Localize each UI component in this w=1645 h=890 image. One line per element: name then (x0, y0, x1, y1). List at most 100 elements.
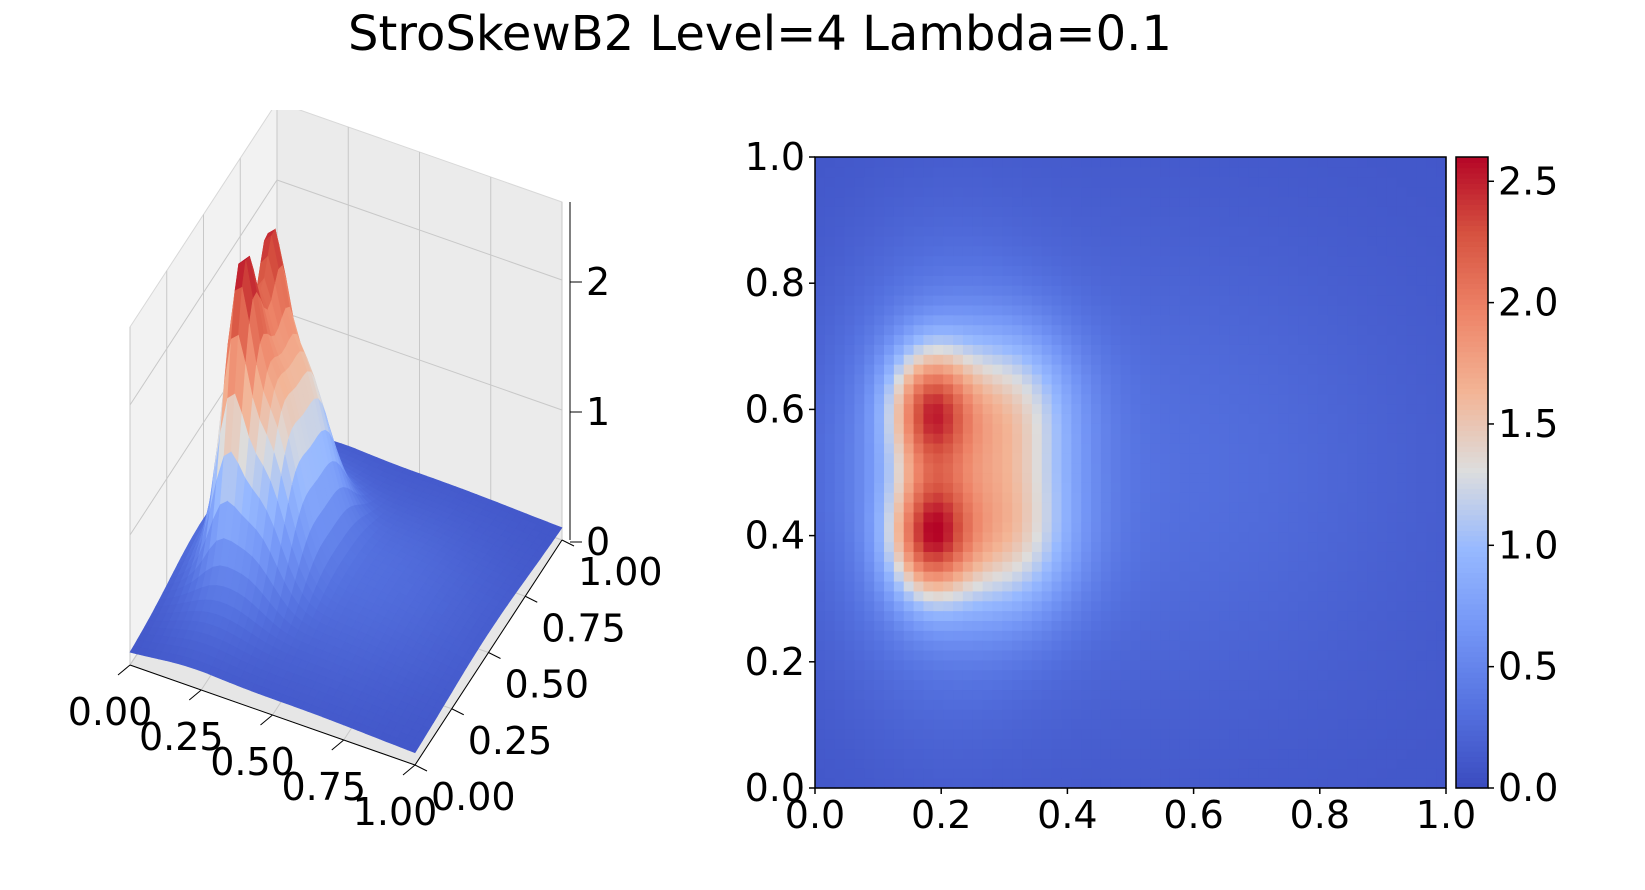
heatmap-cell (953, 176, 964, 188)
heatmap-cell (1317, 442, 1329, 454)
heatmap-cell (1199, 344, 1210, 355)
heatmap-cell (1071, 709, 1082, 720)
heatmap-cell (1288, 295, 1299, 306)
heatmap-cell (913, 640, 925, 651)
heatmap-cell (903, 255, 915, 267)
heatmap-cell (1248, 403, 1260, 414)
heatmap-cell (982, 669, 994, 681)
heatmap-cell (913, 541, 925, 552)
heatmap-cell (953, 324, 964, 336)
heatmap-cell (953, 600, 964, 612)
heatmap-cell (1022, 580, 1033, 592)
heatmap-cell (1199, 492, 1210, 503)
heatmap-cell (1051, 462, 1063, 474)
heatmap-cell (1100, 738, 1112, 750)
heatmap-cell (982, 166, 994, 178)
heatmap-cell (953, 285, 964, 296)
heatmap-cell (1100, 571, 1112, 582)
heatmap-cell (1278, 571, 1289, 582)
heatmap-cell (844, 344, 856, 355)
heatmap-cell (1288, 699, 1299, 710)
heatmap-cell (1219, 659, 1230, 671)
heatmap-cell (844, 600, 856, 612)
heatmap-cell (1199, 442, 1210, 454)
heatmap-cell (884, 442, 895, 454)
heatmap-cell (1051, 551, 1063, 562)
heatmap-cell (1160, 413, 1171, 424)
heatmap-cell (1298, 659, 1309, 671)
heatmap-cell (1051, 216, 1063, 227)
heatmap-cell (992, 768, 1003, 779)
heatmap-cell (1169, 472, 1181, 483)
heatmap-cell (1219, 265, 1230, 276)
heatmap-cell (1100, 226, 1112, 237)
heatmap-cell (1051, 235, 1063, 247)
heatmap-cell (1238, 245, 1250, 257)
heatmap-cell (1031, 235, 1043, 247)
heatmap-cell (874, 620, 885, 631)
heatmap-cell (844, 709, 856, 720)
heatmap-cell (893, 235, 905, 247)
heatmap-cell (1189, 669, 1201, 681)
heatmap-cell (1199, 196, 1210, 207)
heatmap-cell (992, 324, 1003, 336)
heatmap-cell (1051, 590, 1063, 602)
heatmap-cell (1061, 718, 1072, 730)
heatmap-cell (1199, 610, 1210, 621)
heatmap-cell (992, 314, 1003, 326)
heatmap-cell (1150, 679, 1161, 691)
heatmap-cell (1278, 423, 1289, 434)
heatmap-cell (1278, 255, 1289, 267)
heatmap-cell (1100, 649, 1112, 661)
heatmap-cell (933, 521, 944, 533)
heatmap-cell (864, 265, 875, 276)
heatmap-cell (1100, 255, 1112, 267)
heatmap-cell (1110, 206, 1122, 217)
heatmap-cell (1012, 502, 1023, 513)
heatmap-cell (1229, 718, 1240, 730)
heatmap-cell (982, 403, 994, 414)
heatmap-cell (1140, 285, 1151, 296)
heatmap-cell (1278, 216, 1289, 227)
heatmap-cell (1012, 245, 1023, 257)
heatmap-cell (1091, 472, 1102, 483)
heatmap-cell (824, 511, 836, 523)
heatmap-cell (1288, 354, 1299, 365)
heatmap-cell (1071, 521, 1082, 533)
heatmap-cell (1031, 245, 1043, 257)
heatmap-cell (1307, 699, 1319, 710)
heatmap-cell (1268, 511, 1279, 523)
heatmap-cell (1278, 285, 1289, 296)
heatmap-cell (1317, 235, 1329, 247)
heatmap-cell (1258, 452, 1270, 464)
heatmap-cell (1258, 226, 1270, 237)
heatmap-cell (1091, 482, 1102, 493)
heatmap-cell (893, 610, 905, 621)
heatmap-cell (1219, 600, 1230, 612)
heatmap-cell (1091, 502, 1102, 513)
heatmap-cell (972, 373, 984, 385)
heatmap-cell (874, 728, 885, 740)
heatmap-cell (1268, 413, 1279, 424)
heatmap-cell (1041, 295, 1053, 306)
heatmap-cell (1258, 669, 1270, 681)
heatmap-cell (1120, 649, 1132, 661)
heatmap-cell (913, 226, 925, 237)
heatmap-cell (1071, 728, 1082, 740)
heatmap-cell (1061, 245, 1072, 257)
heatmap-cell (1317, 551, 1329, 562)
heatmap-cell (1307, 640, 1319, 651)
heatmap-cell (1051, 304, 1063, 316)
heatmap-cell (1150, 718, 1161, 730)
heatmap-cell (893, 344, 905, 355)
heatmap-cell (933, 462, 944, 474)
heatmap-cell (815, 531, 826, 543)
heatmap-cell (1248, 216, 1260, 227)
heatmap-cell (1169, 364, 1181, 375)
heatmap-cell (854, 551, 865, 562)
heatmap-cell (864, 620, 875, 631)
heatmap-cell (1061, 709, 1072, 720)
heatmap-cell (1061, 462, 1072, 474)
heatmap-cell (815, 630, 826, 641)
heatmap-cell (1150, 472, 1161, 483)
